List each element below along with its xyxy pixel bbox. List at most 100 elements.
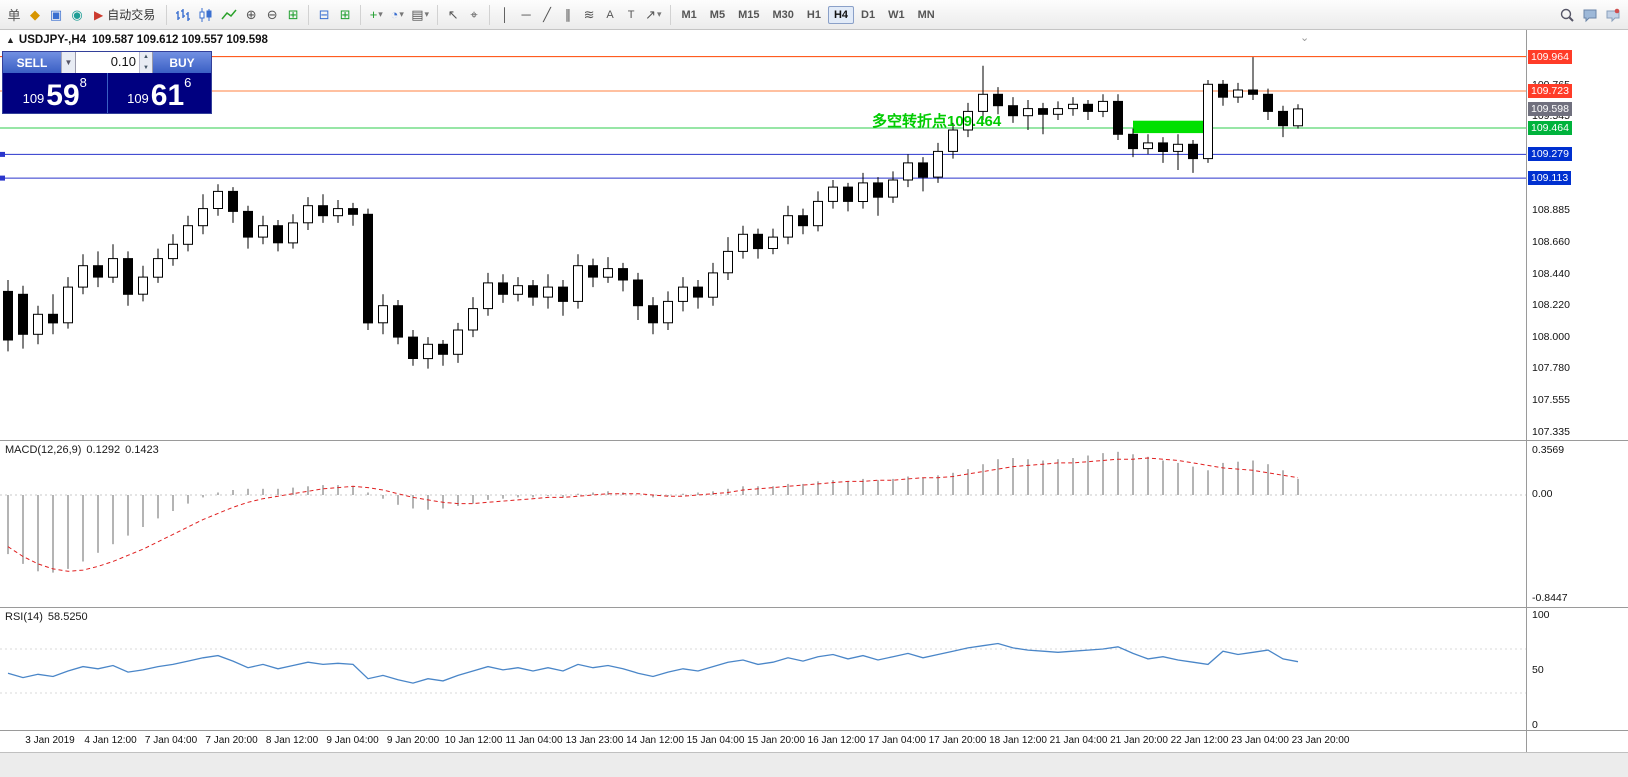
buy-button[interactable]: BUY — [153, 52, 211, 73]
timeframe-d1[interactable]: D1 — [861, 8, 876, 21]
chevron-down-icon: ▾ — [424, 9, 430, 19]
search-icon[interactable] — [1556, 4, 1578, 26]
profile-icon[interactable]: ▣ — [49, 6, 63, 22]
macd-axis-label: 0.3569 — [1532, 444, 1565, 456]
one-click-trading-panel: SELL ▼ 0.10 ▲ ▼ BUY 109 59 8 — [2, 51, 212, 114]
channel-tool-icon[interactable]: ∥ — [564, 6, 572, 22]
chat-icon[interactable] — [1579, 4, 1601, 26]
toolbar-separator — [166, 4, 168, 25]
timeframe-m30[interactable]: M30 — [772, 8, 794, 21]
toolbar-separator — [437, 4, 439, 25]
volume-field: 0.10 ▲ ▼ — [75, 52, 153, 73]
cascade-windows-icon[interactable]: ⊟ — [318, 6, 330, 22]
line-chart-icon[interactable] — [218, 4, 240, 26]
time-axis-label: 15 Jan 04:00 — [686, 735, 745, 746]
crosshair-icon[interactable]: ⌖ — [470, 6, 478, 22]
trendline-tool-icon[interactable]: ╱ — [543, 6, 551, 22]
quote-divider — [106, 73, 108, 113]
chart-title: ▲ USDJPY-,H4 109.587 109.612 109.557 109.5… — [6, 34, 268, 46]
search-glyph — [1560, 8, 1574, 22]
arrange-windows-icon[interactable]: ⊞ — [339, 6, 351, 22]
ocp-collapse-icon[interactable]: ▲ — [6, 35, 15, 45]
buy-price[interactable]: 109 61 6 — [108, 73, 212, 113]
time-axis-label: 9 Jan 04:00 — [326, 735, 379, 746]
new-order-icon[interactable]: ◆ — [30, 6, 40, 22]
candlestick-chart[interactable] — [0, 30, 1526, 440]
timeframe-m5[interactable]: M5 — [709, 8, 726, 21]
arrow-tool-icon: ↗ — [645, 6, 656, 22]
label-tool-icon[interactable]: T — [627, 8, 635, 21]
price-axis-label: 107.555 — [1532, 394, 1570, 407]
cursor-icon[interactable]: ↖ — [447, 6, 459, 22]
arrows-tool-button[interactable]: ↗ ▾ — [642, 4, 664, 26]
autotrading-button[interactable]: ▶ 自动交易 — [88, 4, 161, 26]
sell-price-prefix: 109 — [22, 91, 45, 106]
sell-price[interactable]: 109 59 8 — [3, 73, 107, 113]
chat-glyph — [1583, 9, 1597, 22]
volume-input[interactable]: 0.10 — [110, 54, 136, 69]
rsi-name: RSI(14) — [5, 611, 43, 623]
price-chart-pane[interactable]: ▲ USDJPY-,H4 109.587 109.612 109.557 109.5… — [0, 30, 1526, 440]
candlestick-chart-icon[interactable] — [195, 4, 217, 26]
macd-chart[interactable] — [0, 441, 1526, 607]
fibonacci-tool-icon[interactable]: ≋ — [583, 6, 595, 22]
indicators-button[interactable]: + ▾ — [366, 4, 386, 26]
time-axis-label: 21 Jan 04:00 — [1049, 735, 1108, 746]
timeframe-m15[interactable]: M15 — [738, 8, 760, 21]
time-axis-label: 9 Jan 20:00 — [386, 735, 440, 746]
vertical-line-tool-icon[interactable]: │ — [501, 7, 510, 22]
volume-up-button[interactable]: ▲ — [140, 52, 152, 63]
timeframe-mn[interactable]: MN — [917, 8, 935, 21]
new-order-button[interactable]: 单 — [7, 8, 21, 23]
timeframe-m1[interactable]: M1 — [681, 8, 697, 21]
time-axis-label: 17 Jan 04:00 — [868, 735, 926, 746]
time-axis-label: 13 Jan 23:00 — [565, 735, 624, 746]
horizontal-line-tool-icon[interactable]: ─ — [521, 7, 531, 22]
zoom-out-icon[interactable]: ⊖ — [266, 6, 278, 22]
order-type-dropdown[interactable]: ▼ — [61, 52, 75, 73]
volume-stepper: ▲ ▼ — [139, 52, 152, 73]
rsi-chart[interactable] — [0, 608, 1526, 730]
volume-down-button[interactable]: ▼ — [140, 62, 152, 73]
price-tag: 109.464 — [1528, 121, 1572, 135]
text-tool-icon[interactable]: A — [606, 8, 614, 21]
price-axis-label: 107.780 — [1532, 362, 1570, 375]
buy-price-prefix: 109 — [127, 91, 149, 106]
tile-windows-icon[interactable]: ⊞ — [287, 6, 299, 22]
price-axis[interactable]: 109.765109.545108.885108.660108.440108.2… — [1526, 30, 1628, 752]
macd-pane[interactable]: MACD(12,26,9) 0.1292 0.1423 — [0, 440, 1526, 607]
template-icon: ▤ — [411, 6, 424, 22]
bar-chart-glyph — [176, 8, 191, 21]
chevron-down-icon: ▾ — [378, 9, 383, 19]
zoom-in-icon[interactable]: ⊕ — [245, 6, 257, 22]
time-axis-label: 14 Jan 12:00 — [626, 735, 684, 746]
autotrading-label: 自动交易 — [107, 8, 156, 22]
time-axis-label: 4 Jan 12:00 — [84, 735, 137, 746]
time-axis-label: 22 Jan 12:00 — [1170, 735, 1229, 746]
add-indicator-icon: + — [369, 7, 378, 22]
pane-separator — [1527, 730, 1628, 731]
timeframe-h4[interactable]: H4 — [827, 5, 855, 24]
info-icon[interactable]: ◉ — [71, 6, 83, 22]
candlestick-chart-glyph — [199, 7, 212, 22]
templates-button[interactable]: ▤ ▾ — [408, 4, 432, 26]
macd-name: MACD(12,26,9) — [5, 444, 82, 456]
toolbar: 单 ◆ ▣ ◉ ▶ 自动交易 — [0, 0, 1628, 30]
price-axis-label: 107.335 — [1532, 425, 1570, 438]
time-axis-label: 17 Jan 20:00 — [928, 735, 987, 746]
timeframe-w1[interactable]: W1 — [888, 8, 905, 21]
periods-button[interactable]: ◔ ▾ — [387, 4, 407, 26]
sell-price-main: 59 — [46, 78, 80, 112]
toolbar-separator — [489, 4, 491, 25]
time-axis[interactable]: 3 Jan 2019 4 Jan 12:00 7 Jan 04:00 7 Jan 20… — [0, 730, 1526, 752]
chart-symbol-label: USDJPY-,H4 — [18, 34, 87, 46]
sell-button[interactable]: SELL — [3, 52, 61, 73]
bar-chart-icon[interactable] — [172, 4, 194, 26]
community-icon[interactable] — [1602, 4, 1624, 26]
rsi-value: 58.5250 — [47, 611, 88, 623]
chart-menu-chevron-icon[interactable]: ⌄ — [1300, 32, 1310, 44]
rsi-pane[interactable]: RSI(14) 58.5250 — [0, 607, 1526, 730]
timeframe-h1[interactable]: H1 — [806, 8, 821, 21]
time-axis-label: 10 Jan 12:00 — [444, 735, 503, 746]
macd-signal-value: 0.1423 — [125, 444, 159, 456]
